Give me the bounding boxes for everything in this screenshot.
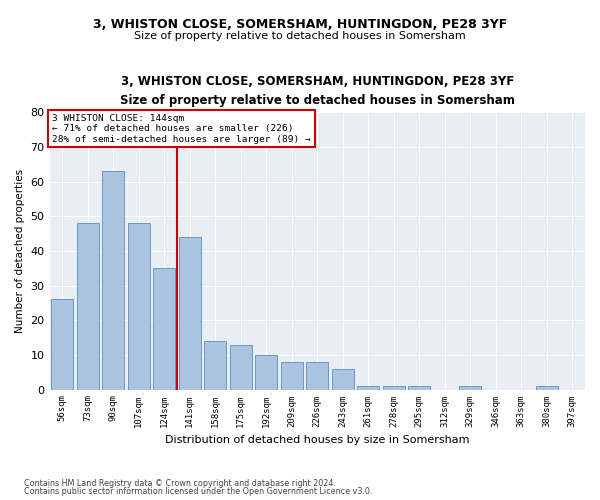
Text: Size of property relative to detached houses in Somersham: Size of property relative to detached ho… [134,31,466,41]
Bar [205,341,226,390]
Bar [332,369,353,390]
Text: Contains public sector information licensed under the Open Government Licence v3: Contains public sector information licen… [24,487,373,496]
X-axis label: Distribution of detached houses by size in Somersham: Distribution of detached houses by size … [165,435,470,445]
Bar [358,386,379,390]
Bar [103,171,124,390]
Bar [307,362,328,390]
Bar [128,223,149,390]
Text: Contains HM Land Registry data © Crown copyright and database right 2024.: Contains HM Land Registry data © Crown c… [24,478,336,488]
Bar [256,355,277,390]
Bar [77,223,98,390]
Bar [52,300,73,390]
Text: 3 WHISTON CLOSE: 144sqm
← 71% of detached houses are smaller (226)
28% of semi-d: 3 WHISTON CLOSE: 144sqm ← 71% of detache… [52,114,311,144]
Text: 3, WHISTON CLOSE, SOMERSHAM, HUNTINGDON, PE28 3YF: 3, WHISTON CLOSE, SOMERSHAM, HUNTINGDON,… [93,18,507,30]
Bar [536,386,557,390]
Bar [230,344,251,390]
Bar [179,237,200,390]
Bar [383,386,404,390]
Bar [409,386,430,390]
Bar [154,268,175,390]
Bar [460,386,481,390]
Bar [281,362,302,390]
Y-axis label: Number of detached properties: Number of detached properties [15,169,25,333]
Title: 3, WHISTON CLOSE, SOMERSHAM, HUNTINGDON, PE28 3YF
Size of property relative to d: 3, WHISTON CLOSE, SOMERSHAM, HUNTINGDON,… [120,75,515,107]
